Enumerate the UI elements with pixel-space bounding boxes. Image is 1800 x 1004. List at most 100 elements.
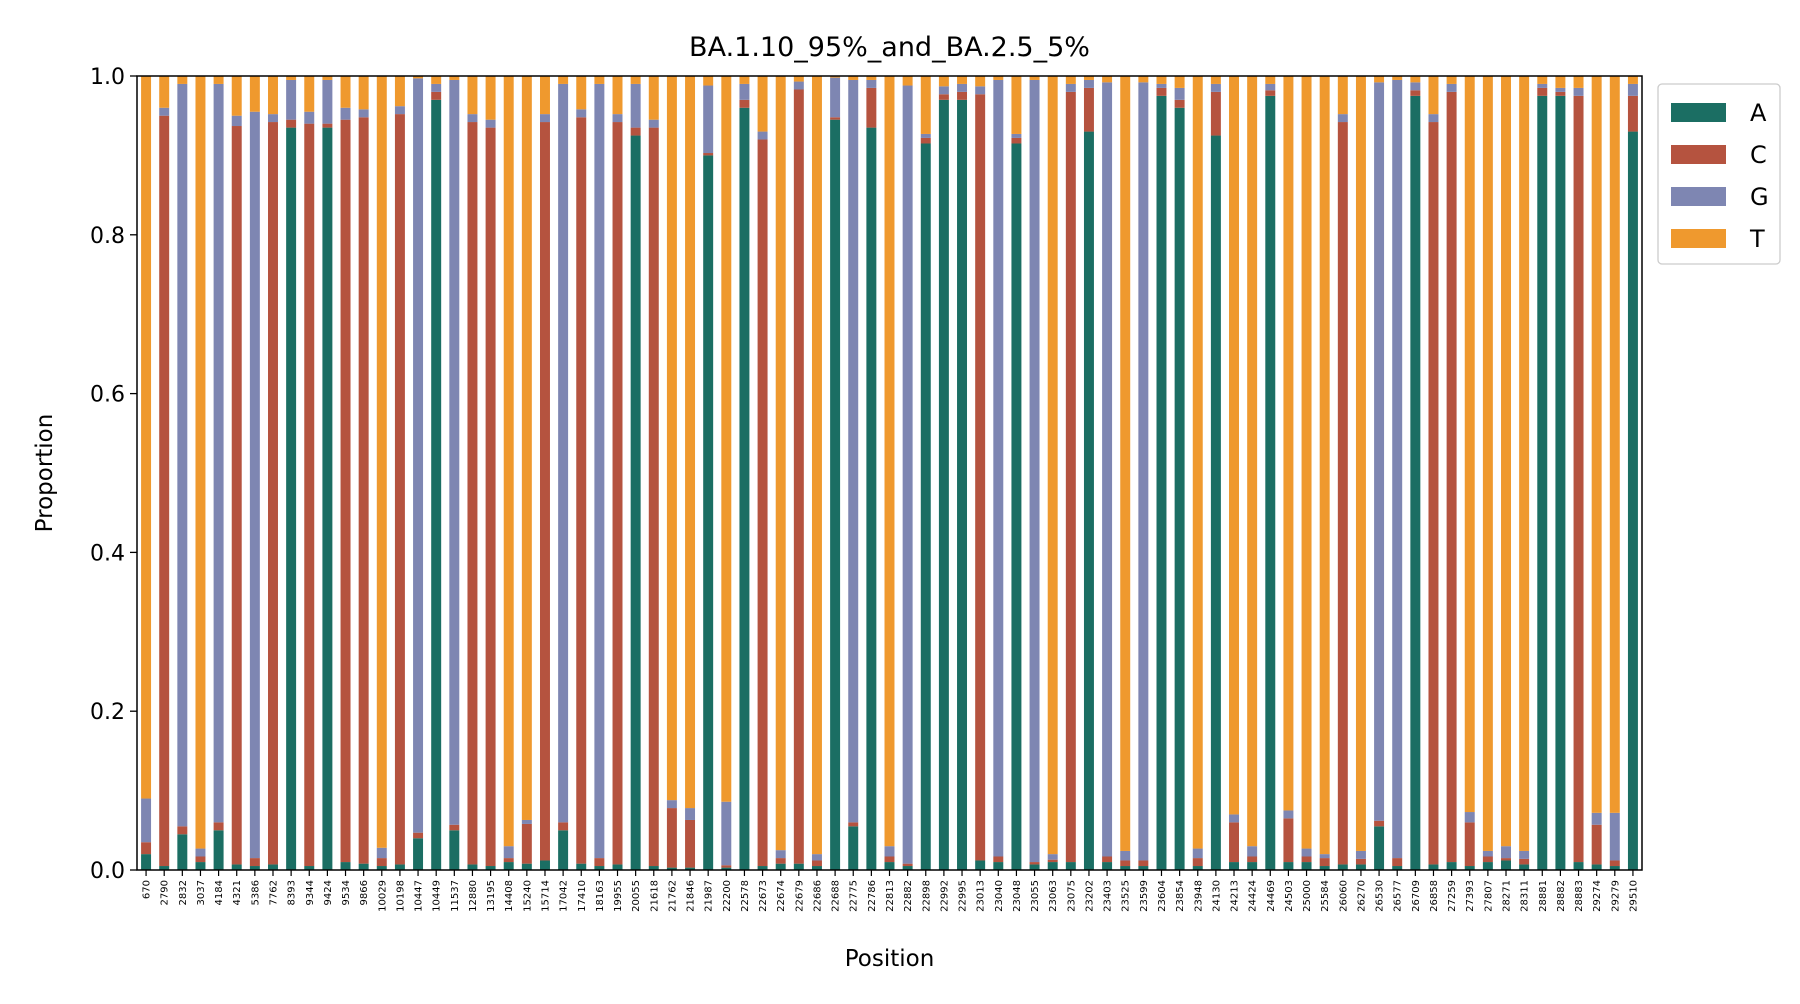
bar-segment-t xyxy=(286,76,297,80)
legend-label-a: A xyxy=(1750,99,1767,127)
bar-segment-g xyxy=(213,83,224,823)
bar-segment-c xyxy=(1229,822,1239,863)
bar-segment-c xyxy=(249,858,260,867)
bar-segment-g xyxy=(195,848,206,857)
x-tick-label: 4184 xyxy=(214,880,225,905)
bar-segment-t xyxy=(703,76,714,86)
bar-segment-c xyxy=(1138,860,1149,867)
bar-segment-c xyxy=(1265,90,1276,96)
bar-segment-g xyxy=(721,801,732,866)
bar-segment-c xyxy=(793,89,804,864)
x-tick-label: 27259 xyxy=(1447,880,1458,912)
bar-segment-a xyxy=(322,127,333,871)
bar-segment-c xyxy=(340,119,351,863)
x-tick-label: 4321 xyxy=(232,880,243,905)
bar-segment-g xyxy=(1446,83,1457,92)
bar-segment-g xyxy=(866,79,877,88)
x-tick-label: 10029 xyxy=(377,880,388,912)
x-tick-label: 22674 xyxy=(776,880,787,912)
x-tick-label: 17042 xyxy=(559,880,570,912)
bar-segment-g xyxy=(376,847,387,859)
bar-segment-t xyxy=(1265,76,1276,84)
bar-segment-a xyxy=(1591,864,1602,870)
bar-segment-a xyxy=(1083,131,1094,870)
bar-segment-a xyxy=(1519,864,1530,870)
x-tick-label: 22898 xyxy=(921,880,932,912)
bar-segment-a xyxy=(757,866,768,870)
legend-box xyxy=(1657,83,1781,265)
bar-segment-t xyxy=(195,76,206,849)
bar-segment-a xyxy=(249,866,260,870)
x-tick-label: 20055 xyxy=(631,880,642,912)
bar-segment-c xyxy=(975,94,986,861)
bar-segment-a xyxy=(1065,862,1076,870)
legend-swatch-t xyxy=(1671,229,1726,248)
x-tick-label: 23604 xyxy=(1157,880,1168,912)
x-tick-label: 23403 xyxy=(1103,880,1114,912)
bar-segment-a xyxy=(521,863,532,870)
bar-segment-c xyxy=(1011,137,1022,144)
bar-segment-t xyxy=(376,76,387,848)
bar-segment-c xyxy=(449,824,460,831)
bar-segment-t xyxy=(848,76,859,80)
bar-segment-c xyxy=(938,94,949,100)
bar-segment-g xyxy=(503,846,514,859)
bar-segment-t xyxy=(503,76,514,847)
bar-segment-g xyxy=(1537,83,1548,88)
bar-segment-g xyxy=(685,808,696,820)
x-tick-label: 22686 xyxy=(812,880,823,912)
bar-segment-t xyxy=(231,76,242,116)
bar-segment-t xyxy=(993,76,1004,80)
bar-segment-t xyxy=(413,76,424,79)
bar-segment-t xyxy=(811,76,822,855)
bar-segment-t xyxy=(1446,76,1457,84)
bar-segment-a xyxy=(703,155,714,870)
bar-segment-a xyxy=(648,866,659,870)
x-tick-label: 7762 xyxy=(268,880,279,905)
legend-label-c: C xyxy=(1750,141,1767,169)
bar-segment-c xyxy=(1192,858,1203,867)
chart-title: BA.1.10_95%_and_BA.2.5_5% xyxy=(689,32,1090,63)
bar-segment-t xyxy=(431,76,442,84)
bar-segment-a xyxy=(467,864,478,870)
bar-segment-t xyxy=(866,76,877,80)
x-tick-label: 13195 xyxy=(486,880,497,912)
bar-segment-g xyxy=(141,798,152,843)
bar-segment-a xyxy=(485,866,496,870)
bar-segment-g xyxy=(177,83,188,827)
bar-segment-t xyxy=(1138,76,1149,83)
bar-segment-c xyxy=(1210,91,1221,136)
bar-segment-g xyxy=(1210,83,1221,92)
bar-segment-g xyxy=(793,81,804,90)
bar-segment-a xyxy=(540,860,550,870)
bar-segment-g xyxy=(1156,83,1167,88)
bar-segment-g xyxy=(884,846,895,857)
bar-segment-a xyxy=(1229,862,1239,870)
bar-segment-g xyxy=(1120,850,1131,861)
legend-swatch-c xyxy=(1671,145,1726,164)
bar-segment-c xyxy=(286,119,297,128)
bar-segment-g xyxy=(1410,82,1421,91)
bar-segment-g xyxy=(739,83,750,100)
bar-segment-c xyxy=(1174,99,1185,108)
bar-segment-t xyxy=(268,76,278,115)
bar-segment-t xyxy=(757,76,768,132)
bar-segment-a xyxy=(1192,866,1203,870)
bars-layer xyxy=(141,76,1638,871)
bar-segment-g xyxy=(558,83,569,823)
bar-segment-a xyxy=(612,864,623,870)
bar-segment-a xyxy=(920,143,931,871)
bar-segment-g xyxy=(957,83,968,92)
bar-segment-t xyxy=(1120,76,1131,851)
x-tick-label: 21618 xyxy=(649,880,660,912)
bar-segment-g xyxy=(757,131,768,140)
x-axis-label: Position xyxy=(845,946,935,972)
bar-segment-t xyxy=(975,76,986,87)
bar-segment-t xyxy=(938,76,949,87)
x-tick-label: 26530 xyxy=(1375,880,1386,912)
bar-segment-t xyxy=(521,76,532,820)
bar-segment-a xyxy=(993,862,1004,870)
bar-segment-g xyxy=(1428,114,1439,123)
bar-segment-c xyxy=(1319,858,1330,867)
bar-segment-g xyxy=(340,107,351,120)
